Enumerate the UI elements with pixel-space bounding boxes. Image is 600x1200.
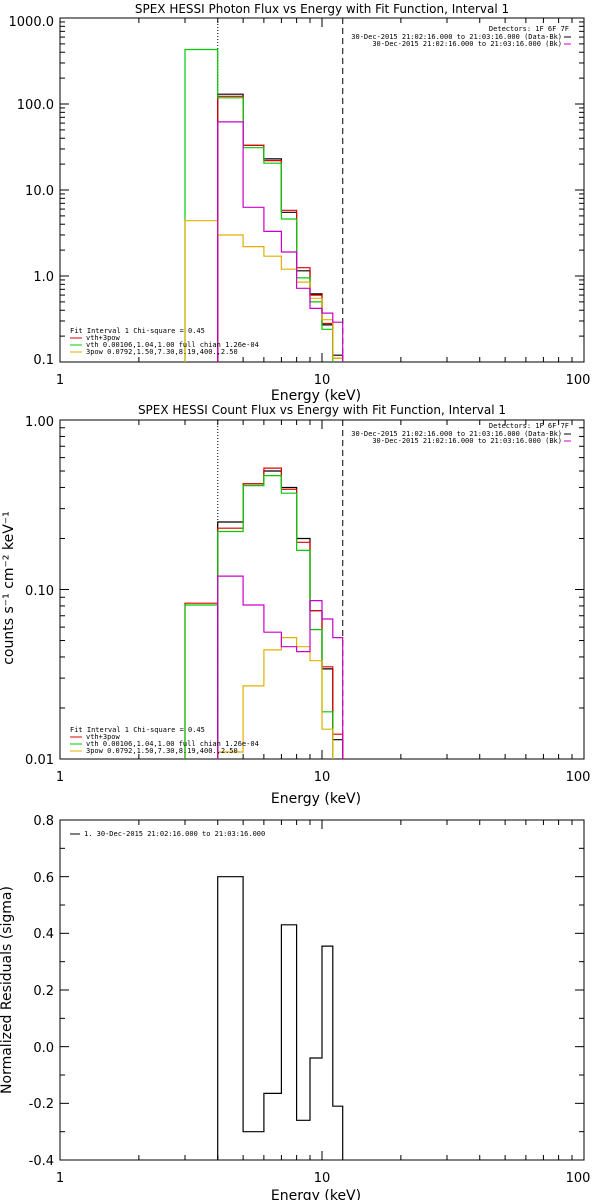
panel1-ytick-label: 10.0	[25, 184, 54, 199]
p2-series-3pow	[217, 637, 334, 759]
p2-series-data	[217, 470, 344, 759]
p1-series-3pow	[184, 220, 344, 362]
panel1-legend-bottom: Fit Interval 1 Chi-square = 0.45 vth+3po…	[70, 327, 259, 356]
panel1-legend-pow: 3pow 0.0792,1.50,7.30,8.19,400.,2.50	[86, 348, 238, 356]
panel2-xtick-label: 100	[566, 770, 591, 785]
panel3-ytick-label: 0.0	[33, 1041, 54, 1056]
panel2-legend-bk: 30-Dec-2015 21:02:16.000 to 21:03:16.000…	[372, 437, 562, 445]
panel1-ticks	[59, 18, 584, 363]
panel1-legend-detectors: Detectors: 1F 6F 7F	[489, 25, 569, 33]
p2-series-vth	[184, 475, 334, 759]
p2-series-total	[184, 467, 344, 759]
panel1-legend-top: Detectors: 1F 6F 7F 30-Dec-2015 21:02:16…	[351, 25, 571, 48]
panel2-legend-pow: 3pow 0.0792,1.50,7.30,8.19,400.,2.50	[86, 747, 238, 755]
panel1-ytick-label: 100.0	[17, 98, 54, 113]
panel1-legend-fit: Fit Interval 1 Chi-square = 0.45	[70, 327, 205, 335]
panel2-ytick-label: 0.01	[25, 753, 54, 768]
p3-series-residuals	[217, 876, 344, 1160]
panel2-legend-top: Detectors: 1F 6F 7F 30-Dec-2015 21:02:16…	[351, 422, 571, 445]
panel1-xtick-label: 100	[566, 373, 591, 388]
panel2-xlabel: Energy (keV)	[271, 791, 361, 807]
residuals-panel: -0.4 -0.2 0.0 0.2 0.4 0.6 0.8 1 10 100 E…	[0, 814, 590, 1200]
panel1-series	[184, 48, 344, 362]
panel1-legend-total: vth+3pow	[86, 334, 121, 342]
panel2-legend-detectors: Detectors: 1F 6F 7F	[489, 422, 569, 430]
panel1-xlabel: Energy (keV)	[271, 388, 361, 404]
panel3-ytick-label: 0.6	[33, 871, 54, 886]
panel3-ytick-label: 0.8	[33, 814, 54, 829]
p2-series-bk	[217, 575, 344, 759]
photon-flux-panel: SPEX HESSI Photon Flux vs Energy with Fi…	[9, 2, 591, 404]
panel3-legend-label: 1. 30-Dec-2015 21:02:16.000 to 21:03:16.…	[84, 830, 265, 838]
panel3-xtick-label: 1	[56, 1171, 64, 1186]
panel1-legend-bk: 30-Dec-2015 21:02:16.000 to 21:03:16.000…	[372, 40, 562, 48]
panel2-legend-fit: Fit Interval 1 Chi-square = 0.45	[70, 726, 205, 734]
count-flux-panel: SPEX HESSI Count Flux vs Energy with Fit…	[1, 403, 590, 807]
panel2-legend-total: vth+3pow	[86, 733, 121, 741]
p1-series-total	[217, 95, 344, 362]
panel3-xtick-label: 100	[566, 1171, 591, 1186]
panel2-xtick-label: 10	[314, 770, 331, 785]
panel2-legend-vth: vth 0.00106,1.04,1.00 full chian 1.26e-0…	[86, 740, 259, 748]
panel1-legend-databk: 30-Dec-2015 21:02:16.000 to 21:03:16.000…	[351, 33, 562, 41]
panel2-legend-databk: 30-Dec-2015 21:02:16.000 to 21:03:16.000…	[351, 430, 562, 438]
panel2-ylabel: counts s⁻¹ cm⁻² keV⁻¹	[1, 511, 17, 665]
panel1-ytick-label: 1000.0	[9, 15, 55, 30]
panel2-ytick-label: 1.00	[25, 415, 54, 430]
panel3-ticks	[59, 819, 584, 1161]
panel2-legend-bottom: Fit Interval 1 Chi-square = 0.45 vth+3po…	[70, 726, 259, 755]
panel3-ylabel: Normalized Residuals (sigma)	[0, 886, 15, 1094]
panel1-ytick-label: 1.0	[33, 270, 54, 285]
panel1-legend-vth: vth 0.00106,1.04,1.00 full chian 1.26e-0…	[86, 341, 259, 349]
panel1-ytick-label: 0.1	[33, 353, 54, 368]
p1-series-bk	[217, 121, 344, 362]
panel1-vlines	[217, 18, 344, 362]
panel3-ytick-label: 0.2	[33, 984, 54, 999]
panel2-title: SPEX HESSI Count Flux vs Energy with Fit…	[138, 403, 506, 417]
panel3-ytick-label: 0.4	[33, 927, 54, 942]
panel3-xtick-label: 10	[314, 1171, 331, 1186]
panel3-ytick-label: -0.4	[29, 1154, 54, 1169]
panel2-series	[184, 467, 344, 759]
panel1-title: SPEX HESSI Photon Flux vs Energy with Fi…	[135, 2, 509, 16]
panel3-ytick-label: -0.2	[29, 1097, 54, 1112]
panel3-series	[217, 876, 344, 1160]
p1-series-vth	[184, 48, 334, 362]
p1-series-data	[217, 93, 344, 362]
panel3-xlabel: Energy (keV)	[271, 1188, 361, 1200]
panel1-xtick-label: 1	[56, 373, 64, 388]
panel1-xtick-label: 10	[314, 373, 331, 388]
panel2-xtick-label: 1	[56, 770, 64, 785]
panel2-ytick-label: 0.10	[25, 584, 54, 599]
